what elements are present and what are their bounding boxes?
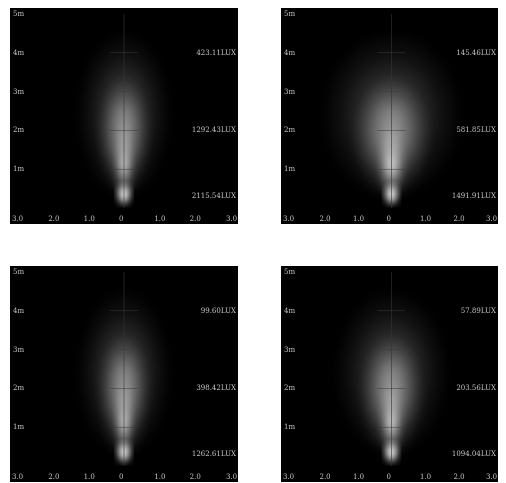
x-tick-label: 3.0 xyxy=(226,215,238,223)
y-axis-label: 2m xyxy=(13,126,25,135)
y-axis-label: 5m xyxy=(284,268,296,276)
y-axis-label: 2m xyxy=(284,384,296,393)
x-tick-label: 3.0 xyxy=(12,215,24,223)
lux-reading: 1292.43LUX xyxy=(191,126,236,135)
y-axis-label: 3m xyxy=(13,87,25,96)
lux-reading: 398.42LUX xyxy=(196,384,236,393)
lux-reading: 1094.04LUX xyxy=(451,450,496,459)
beam-heatmap xyxy=(76,14,172,208)
x-tick-label: 1.0 xyxy=(420,473,432,481)
x-tick-label: 1.0 xyxy=(353,473,365,481)
x-tick-label: 2.0 xyxy=(319,215,331,223)
lux-reading: 1262.61LUX xyxy=(191,450,236,459)
x-tick-label: 0 xyxy=(386,215,391,223)
x-tick-label: 1.0 xyxy=(83,215,95,223)
y-axis-label: 1m xyxy=(284,165,296,174)
x-tick-label: 1.0 xyxy=(154,473,166,481)
x-tick-label: 1.0 xyxy=(353,215,365,223)
lux-reading: 423.11LUX xyxy=(196,48,236,57)
y-axis-label: 4m xyxy=(284,48,296,57)
y-axis-label: 2m xyxy=(13,384,25,393)
lux-reading: 1491.91LUX xyxy=(451,192,496,201)
beam-heatmap xyxy=(333,272,450,466)
y-axis-label: 4m xyxy=(284,306,296,315)
x-tick-label: 3.0 xyxy=(283,473,295,481)
y-axis-label: 2m xyxy=(284,126,296,135)
beam-chart-1: 5m 4m 3m 2m 1m 3.0 2.0 1.0 0 1.0 2.0 3.0 423.11LUX 12… xyxy=(10,8,238,224)
y-axis-label: 4m xyxy=(13,306,25,315)
x-tick-label: 3.0 xyxy=(283,215,295,223)
beam-chart-2: 5m 4m 3m 2m 1m 3.0 2.0 1.0 0 1.0 2.0 3.0 145.46LUX 58… xyxy=(281,8,498,224)
beam-heatmap xyxy=(76,272,172,466)
x-tick-label: 0 xyxy=(119,215,124,223)
x-tick-label: 3.0 xyxy=(12,473,24,481)
x-tick-label: 3.0 xyxy=(486,215,498,223)
x-tick-label: 1.0 xyxy=(83,473,95,481)
y-axis-label: 3m xyxy=(284,87,296,96)
x-tick-label: 2.0 xyxy=(453,215,465,223)
lux-reading: 99.60LUX xyxy=(200,306,236,315)
y-axis-label: 5m xyxy=(13,10,25,18)
x-tick-label: 2.0 xyxy=(189,215,201,223)
y-axis-label: 4m xyxy=(13,48,25,57)
lux-reading: 2115.54LUX xyxy=(191,192,236,201)
x-tick-label: 1.0 xyxy=(154,215,166,223)
y-axis-label: 1m xyxy=(13,423,25,432)
beam-chart-4: 5m 4m 3m 2m 1m 3.0 2.0 1.0 0 1.0 2.0 3.0 57.89LUX 203… xyxy=(281,266,498,482)
y-axis-label: 3m xyxy=(13,345,25,354)
beam-chart-3: 5m 4m 3m 2m 1m 3.0 2.0 1.0 0 1.0 2.0 3.0 99.60LUX 398… xyxy=(10,266,238,482)
x-tick-label: 0 xyxy=(386,473,391,481)
x-tick-label: 2.0 xyxy=(319,473,331,481)
y-axis-label: 5m xyxy=(284,10,296,18)
x-tick-label: 1.0 xyxy=(420,215,432,223)
lux-reading: 581.85LUX xyxy=(456,126,496,135)
lux-reading: 145.46LUX xyxy=(456,48,496,57)
x-tick-label: 2.0 xyxy=(48,473,60,481)
beam-heatmap xyxy=(319,14,464,208)
x-tick-label: 3.0 xyxy=(226,473,238,481)
y-axis-label: 1m xyxy=(284,423,296,432)
y-axis-label: 3m xyxy=(284,345,296,354)
lux-reading: 203.56LUX xyxy=(456,384,496,393)
y-axis-label: 1m xyxy=(13,165,25,174)
y-axis-label: 5m xyxy=(13,268,25,276)
x-tick-label: 3.0 xyxy=(486,473,498,481)
lux-reading: 57.89LUX xyxy=(460,306,496,315)
x-tick-label: 0 xyxy=(119,473,124,481)
x-tick-label: 2.0 xyxy=(48,215,60,223)
x-tick-label: 2.0 xyxy=(189,473,201,481)
x-tick-label: 2.0 xyxy=(453,473,465,481)
